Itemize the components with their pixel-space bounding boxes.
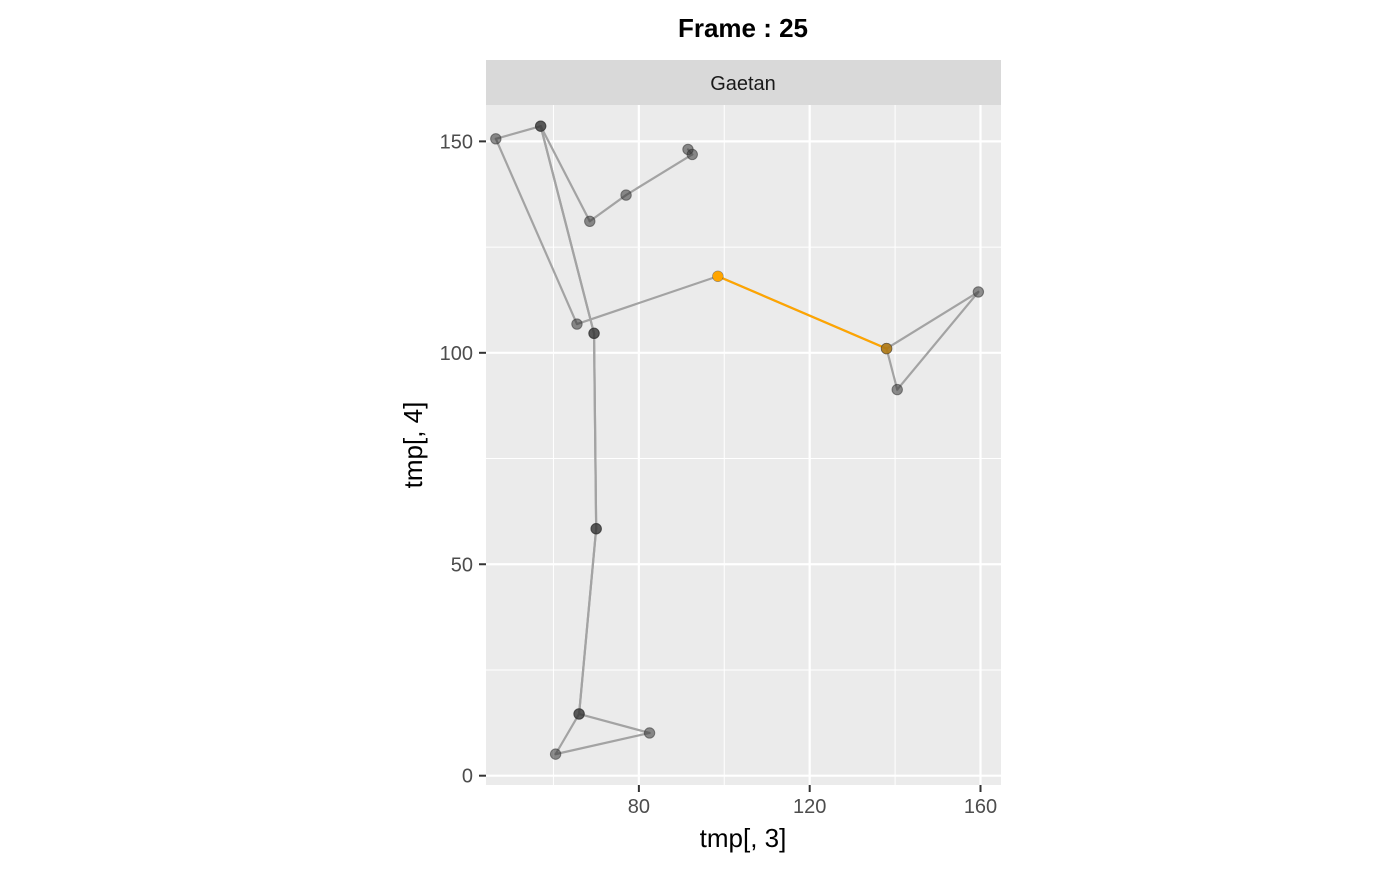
axes: 80 120 160 0 50 100 150	[440, 131, 998, 818]
chart-title: Frame : 25	[678, 13, 808, 43]
path-segment	[554, 712, 581, 756]
data-point	[686, 148, 698, 161]
data-point	[573, 708, 585, 720]
path-segment	[592, 332, 598, 530]
path-segment	[539, 125, 591, 223]
path-segment	[624, 153, 694, 197]
path-segment	[896, 290, 980, 391]
data-point	[891, 383, 903, 396]
path-segment	[885, 347, 899, 391]
data-point	[534, 120, 547, 132]
grid-lines	[486, 105, 1001, 785]
x-axis-label: tmp[, 3]	[700, 823, 787, 853]
data-point	[590, 523, 602, 535]
data-point	[620, 189, 632, 201]
path-segment	[575, 275, 719, 326]
facet-strip	[486, 60, 1001, 105]
highlight-segment	[716, 275, 888, 350]
x-tick-label: 120	[793, 796, 826, 818]
y-tick-label: 150	[440, 131, 473, 153]
trajectory-points	[490, 120, 985, 760]
path-segment	[577, 712, 651, 735]
data-point	[549, 748, 562, 760]
y-axis-label: tmp[, 4]	[398, 402, 428, 489]
path-segment	[554, 731, 651, 756]
highlight-line	[716, 275, 888, 350]
plot-panel	[486, 105, 1001, 785]
path-segment	[539, 125, 596, 335]
path-segment	[577, 527, 598, 716]
data-point	[584, 215, 596, 227]
y-tick-label: 0	[462, 766, 473, 788]
x-tick-label: 80	[628, 796, 650, 818]
y-tick-label: 50	[451, 554, 473, 576]
data-point	[972, 286, 985, 298]
path-segment	[494, 137, 579, 326]
facet-label: Gaetan	[710, 73, 776, 95]
highlight-point-start	[712, 271, 724, 282]
y-tick-label: 100	[440, 343, 473, 365]
highlight-point-end	[881, 343, 892, 354]
path-segment	[494, 125, 542, 140]
data-point	[490, 133, 502, 145]
path-segment	[588, 193, 628, 223]
data-point	[571, 318, 583, 330]
x-tick-label: 160	[964, 796, 997, 818]
data-point	[588, 327, 600, 340]
path-segment	[885, 290, 980, 350]
data-point	[643, 727, 656, 739]
